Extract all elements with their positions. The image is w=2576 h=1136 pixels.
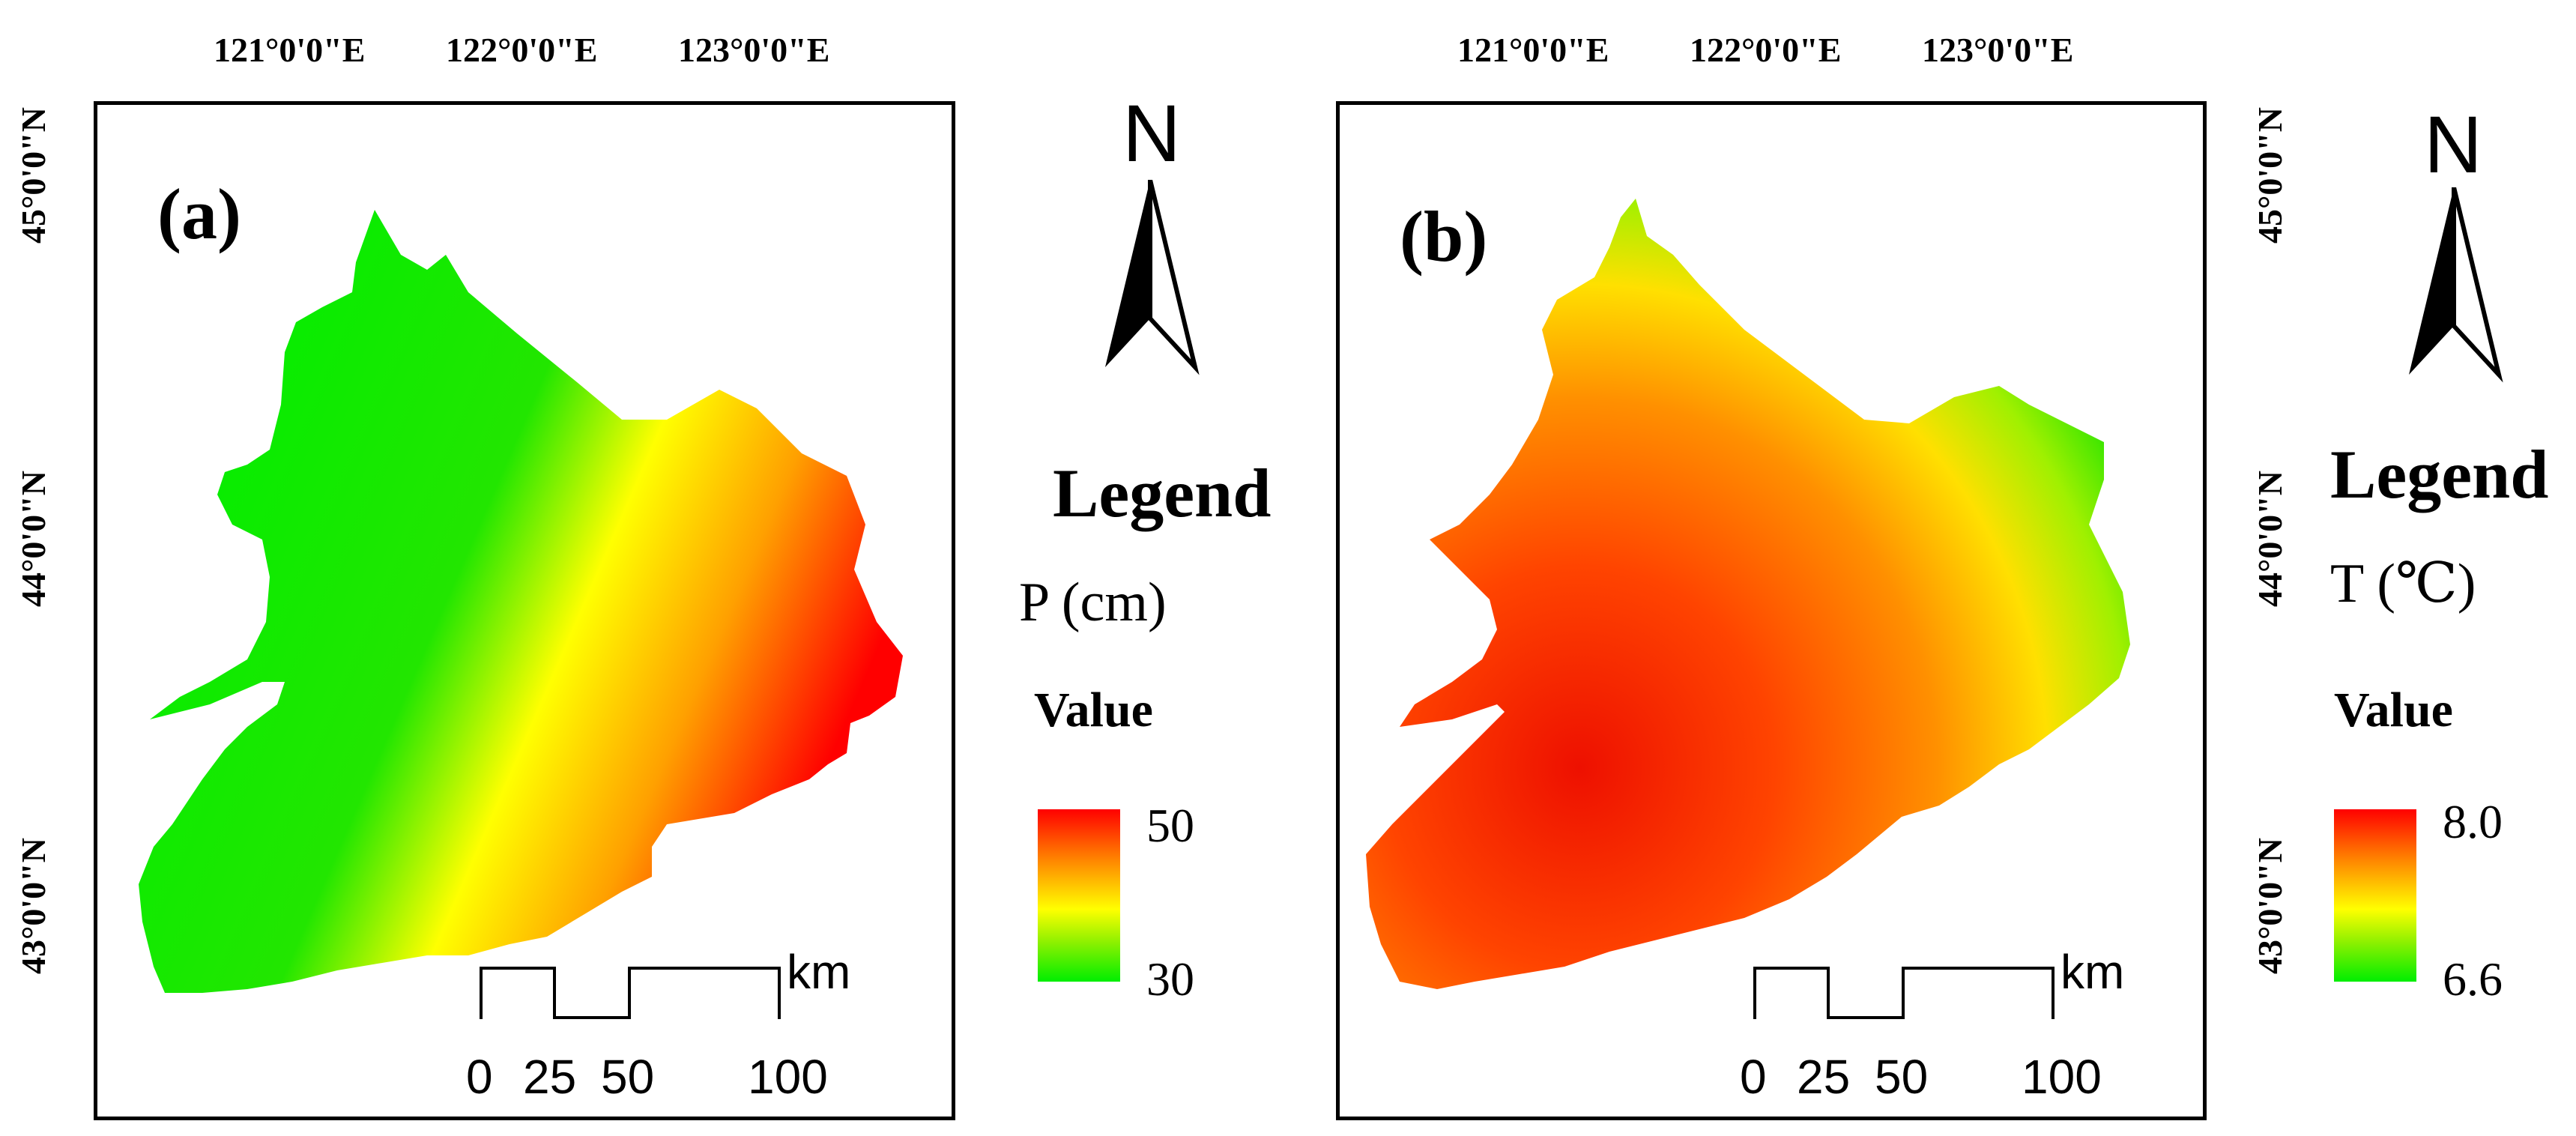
- map-frame-a: (a) km 0 25 50 100: [94, 101, 955, 1120]
- map-frame-b: (b) km 0 25 50 100: [1336, 101, 2207, 1120]
- scale-bar-a: [480, 967, 781, 1019]
- lat-label-45: 45°0'0"N: [2251, 107, 2289, 244]
- lon-label-123: 123°0'0"E: [678, 31, 830, 69]
- lat-label-43: 43°0'0"N: [14, 838, 52, 974]
- scale-tick-0-a: 0: [466, 1050, 493, 1104]
- lon-label-122: 122°0'0"E: [1690, 31, 1842, 69]
- scale-unit-b: km: [2061, 945, 2125, 999]
- legend-value-label-a: Value: [1034, 683, 1153, 737]
- lat-label-45: 45°0'0"N: [14, 107, 52, 244]
- north-arrow-icon: [2409, 187, 2503, 383]
- temperature-map: [1366, 199, 2130, 989]
- legend-max-b: 8.0: [2443, 795, 2503, 848]
- scale-bar-b: [1753, 967, 2055, 1019]
- scale-tick-100-b: 100: [2022, 1050, 2102, 1104]
- legend-title-a: Legend: [1053, 455, 1272, 531]
- scale-tick-100-a: 100: [748, 1050, 828, 1104]
- lon-label-121: 121°0'0"E: [1457, 31, 1609, 69]
- legend-min-b: 6.6: [2443, 952, 2503, 1006]
- north-arrow-icon: [1105, 180, 1200, 375]
- panel-b: 121°0'0"E 122°0'0"E 123°0'0"E (b) km 0 2…: [1289, 0, 2576, 1136]
- region-shape-b: [1366, 199, 2130, 989]
- legend-variable-a: P (cm): [1019, 572, 1167, 633]
- scale-tick-0-b: 0: [1740, 1050, 1767, 1104]
- panel-label-a: (a): [157, 174, 241, 254]
- legend-variable-b: T (℃): [2330, 553, 2476, 614]
- legend-min-a: 30: [1146, 952, 1194, 1006]
- scale-tick-25-b: 25: [1797, 1050, 1851, 1104]
- lon-label-122: 122°0'0"E: [446, 31, 598, 69]
- legend-value-label-b: Value: [2334, 683, 2453, 737]
- north-letter-a: N: [1122, 88, 1181, 178]
- scale-tick-25-a: 25: [523, 1050, 577, 1104]
- lat-label-43: 43°0'0"N: [2251, 838, 2289, 974]
- north-letter-b: N: [2424, 99, 2482, 190]
- scale-tick-50-a: 50: [601, 1050, 655, 1104]
- scale-unit-a: km: [787, 945, 851, 999]
- lat-label-44: 44°0'0"N: [14, 471, 52, 607]
- color-ramp-b: [2334, 809, 2416, 982]
- lon-label-121: 121°0'0"E: [214, 31, 366, 69]
- lat-label-44: 44°0'0"N: [2251, 471, 2289, 607]
- lon-label-123: 123°0'0"E: [1922, 31, 2074, 69]
- region-shape-a: [139, 210, 903, 993]
- legend-max-a: 50: [1146, 799, 1194, 852]
- legend-title-b: Legend: [2330, 436, 2549, 513]
- panel-a: 121°0'0"E 122°0'0"E 123°0'0"E 45°0'0"N 4…: [14, 31, 1272, 1120]
- panel-label-b: (b): [1400, 196, 1488, 277]
- scale-tick-50-b: 50: [1875, 1050, 1929, 1104]
- precipitation-map: [139, 210, 903, 993]
- color-ramp-a: [1038, 809, 1120, 982]
